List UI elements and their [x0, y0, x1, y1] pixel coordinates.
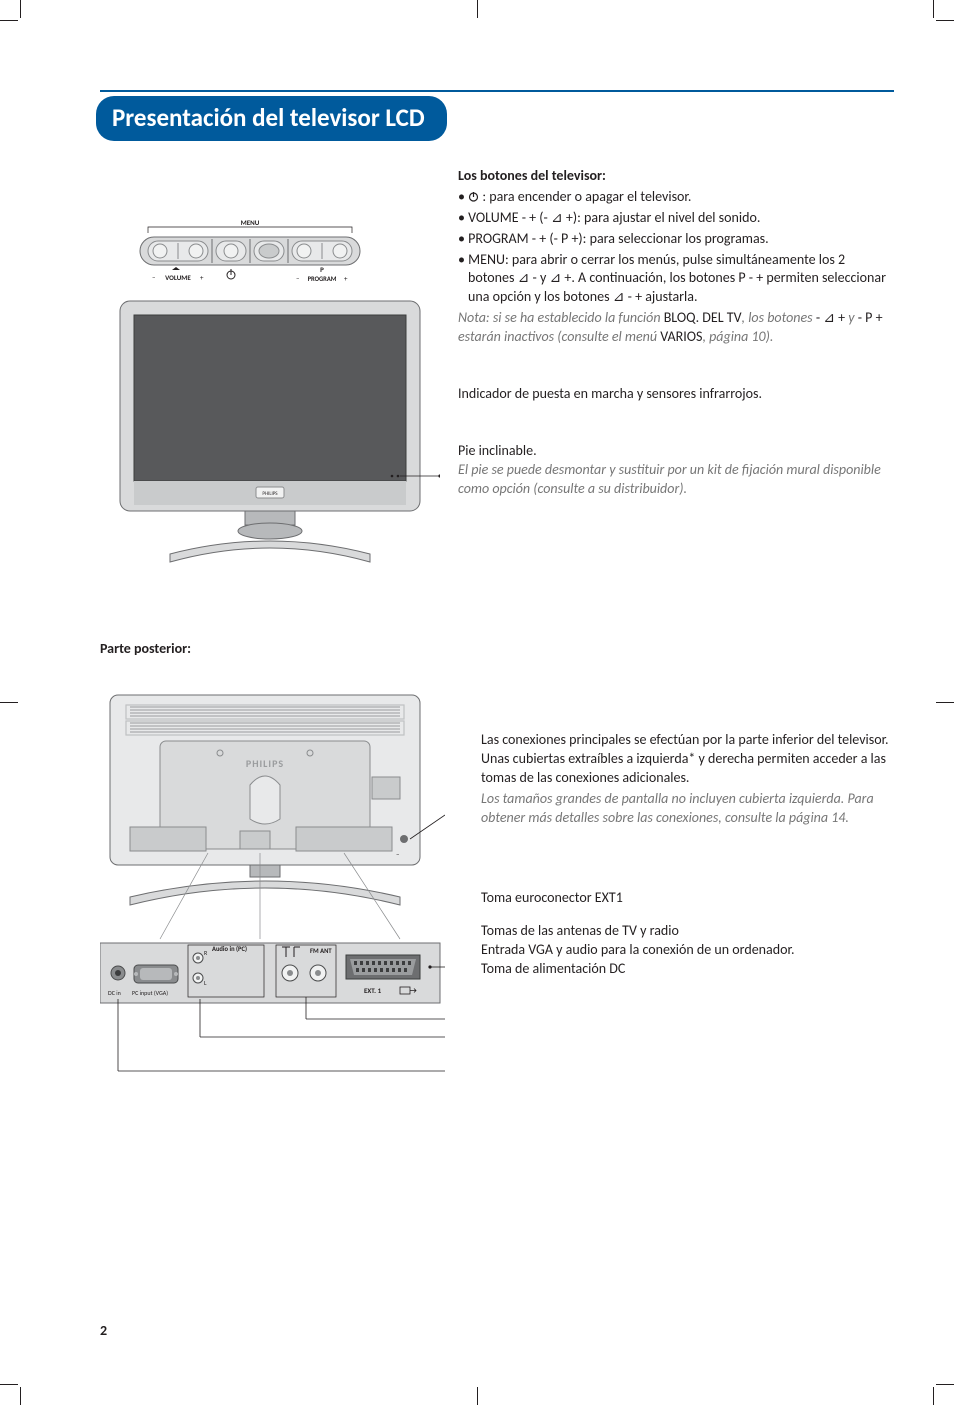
buttons-heading: Los botones del televisor:	[458, 167, 894, 186]
buttons-list: • : para encender o apagar el televisor.…	[458, 188, 894, 307]
callout-vga: Entrada VGA y audio para la conexión de …	[481, 941, 894, 960]
foot-note: El pie se puede desmontar y sustituir po…	[458, 461, 894, 499]
menu-label: MENU	[241, 218, 260, 227]
tv-rear-figure: PHILIPS – DC in	[100, 685, 445, 1090]
power-icon	[468, 191, 479, 202]
svg-text:–: –	[296, 274, 300, 283]
bullet-power: • : para encender o apagar el televisor.	[458, 188, 894, 207]
tv-front-figure: MENU VOLUME – +	[100, 167, 440, 572]
callout-antennas: Tomas de las antenas de TV y radio	[481, 922, 894, 941]
svg-text:FM ANT: FM ANT	[310, 947, 332, 955]
sensor-text: Indicador de puesta en marcha y sensores…	[458, 385, 894, 404]
svg-text:EXT. 1: EXT. 1	[364, 986, 382, 995]
crop-mark	[936, 1384, 954, 1385]
callout-dc: Toma de alimentación DC	[481, 960, 894, 979]
crop-mark	[0, 1384, 18, 1385]
brand-badge: PHILIPS	[262, 491, 278, 497]
svg-text:VOLUME: VOLUME	[165, 273, 191, 282]
svg-text:PC input (VGA): PC input (VGA)	[132, 989, 168, 997]
tv-rear-svg: PHILIPS – DC in	[100, 685, 445, 1085]
svg-text:PROGRAM: PROGRAM	[308, 275, 337, 283]
crop-mark	[477, 0, 478, 18]
crop-mark	[933, 0, 934, 18]
callout-ext1: Toma euroconector EXT1	[481, 889, 894, 908]
page-number: 2	[100, 1322, 107, 1339]
rear-p1: Las conexiones principales se efectúan p…	[481, 731, 894, 750]
crop-mark	[933, 1387, 934, 1405]
crop-mark	[936, 20, 954, 21]
svg-text:+: +	[344, 274, 348, 283]
crop-mark	[0, 702, 18, 703]
parte-posterior-heading: Parte posterior:	[100, 640, 894, 657]
tv-front-svg: MENU VOLUME – +	[100, 167, 440, 567]
svg-text:+: +	[200, 273, 204, 282]
rear-note: Los tamaños grandes de pantalla no inclu…	[481, 790, 894, 828]
svg-text:Audio in (PC): Audio in (PC)	[212, 945, 247, 953]
buttons-note: Nota: si se ha establecido la función BL…	[458, 309, 894, 347]
bullet-program: • PROGRAM - + (- P +): para seleccionar …	[458, 230, 894, 249]
crop-mark	[0, 20, 18, 21]
svg-text:–: –	[396, 850, 400, 859]
svg-text:DC in: DC in	[108, 989, 121, 997]
crop-mark	[20, 1387, 21, 1405]
title-rule	[100, 90, 894, 92]
crop-mark	[477, 1387, 478, 1405]
crop-mark	[20, 0, 21, 18]
svg-text:P: P	[320, 265, 324, 274]
page-title: Presentación del televisor LCD	[96, 96, 447, 141]
foot-title: Pie inclinable.	[458, 442, 894, 461]
bullet-menu: • MENU: para abrir o cerrar los menús, p…	[458, 251, 894, 308]
rear-p2: Unas cubiertas extraíbles a izquierda* y…	[481, 750, 894, 788]
crop-mark	[936, 702, 954, 703]
svg-text:PHILIPS: PHILIPS	[246, 757, 284, 770]
svg-text:–: –	[152, 273, 156, 282]
bullet-volume: • VOLUME - + (- ⊿ +): para ajustar el ni…	[458, 209, 894, 228]
